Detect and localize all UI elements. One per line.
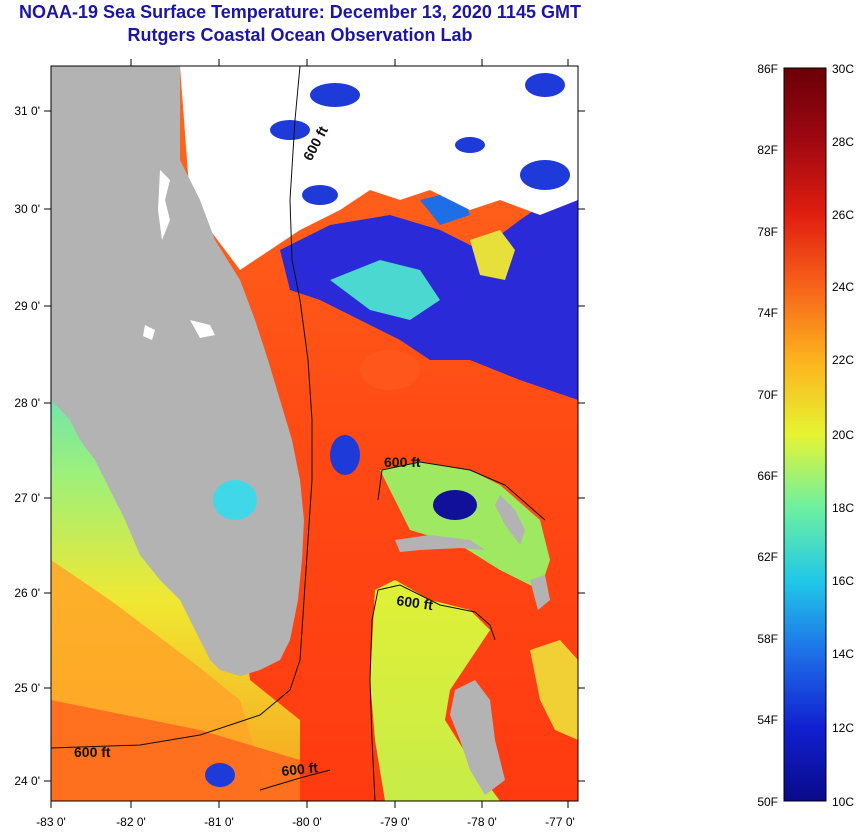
fahrenheit-label: 78F <box>757 225 778 239</box>
contour-label-west: 600 ft <box>74 744 111 760</box>
celsius-label: 14C <box>832 647 854 661</box>
celsius-label: 22C <box>832 353 854 367</box>
lon-tick-label: -82 0' <box>116 815 146 829</box>
celsius-label: 16C <box>832 574 854 588</box>
longitude-axis: -83 0' -82 0' -81 0' -80 0' -79 0' -78 0… <box>36 59 575 829</box>
contour-label-little-bank: 600 ft <box>384 454 421 470</box>
fahrenheit-label: 86F <box>757 62 778 76</box>
celsius-label: 24C <box>832 280 854 294</box>
celsius-label: 10C <box>832 795 854 809</box>
fahrenheit-label: 50F <box>757 795 778 809</box>
celsius-label: 20C <box>832 428 854 442</box>
lon-tick-label: -79 0' <box>380 815 410 829</box>
latitude-axis: 31 0' 30 0' 29 0' 28 0' 27 0' 26 0' 25 0… <box>14 104 585 788</box>
lat-tick-label: 25 0' <box>14 681 40 695</box>
lon-tick-label: -77 0' <box>545 815 575 829</box>
map-title: NOAA-19 Sea Surface Temperature: Decembe… <box>19 2 581 22</box>
lon-tick-label: -80 0' <box>292 815 322 829</box>
fahrenheit-label: 62F <box>757 550 778 564</box>
florida-land <box>51 66 304 676</box>
lat-tick-label: 30 0' <box>14 202 40 216</box>
colorbar-gradient <box>783 67 827 802</box>
lat-tick-label: 29 0' <box>14 299 40 313</box>
andros-island <box>450 680 505 795</box>
isobath-600ft-bahama-bank <box>369 584 496 801</box>
lat-tick-label: 28 0' <box>14 396 40 410</box>
lon-tick-label: -78 0' <box>467 815 497 829</box>
colorbar-c-labels: 30C 28C 26C 24C 22C 20C 18C 16C 14C 12C … <box>832 62 854 809</box>
contour-label-bahama-bank: 600 ft <box>396 592 435 613</box>
little-bahama-bank <box>380 462 550 590</box>
lon-tick-label: -81 0' <box>204 815 234 829</box>
fahrenheit-label: 74F <box>757 306 778 320</box>
celsius-label: 12C <box>832 721 854 735</box>
lon-tick-label: -83 0' <box>36 815 66 829</box>
lat-tick-label: 31 0' <box>14 104 40 118</box>
grand-bahama-island <box>395 535 485 552</box>
map-subtitle: Rutgers Coastal Ocean Observation Lab <box>127 25 473 45</box>
great-bahama-bank <box>370 580 500 801</box>
map-frame <box>50 65 579 802</box>
celsius-label: 18C <box>832 501 854 515</box>
lat-tick-label: 24 0' <box>14 774 40 788</box>
celsius-label: 26C <box>832 208 854 222</box>
cloud-cover <box>180 66 578 270</box>
lake-okeechobee <box>213 480 257 520</box>
isobath-600ft-florida <box>51 66 313 749</box>
celsius-label: 28C <box>832 135 854 149</box>
contour-label-south: 600 ft <box>281 759 319 779</box>
lat-tick-label: 26 0' <box>14 586 40 600</box>
fahrenheit-label: 54F <box>757 713 778 727</box>
fahrenheit-label: 58F <box>757 632 778 646</box>
celsius-label: 30C <box>832 62 854 76</box>
lat-tick-label: 27 0' <box>14 491 40 505</box>
isobath-600ft-little-bank <box>377 461 546 521</box>
colorbar-f-labels: 86F 82F 78F 74F 70F 66F 62F 58F 54F 50F <box>757 62 778 809</box>
fahrenheit-label: 82F <box>757 143 778 157</box>
fahrenheit-label: 66F <box>757 469 778 483</box>
fahrenheit-label: 70F <box>757 388 778 402</box>
